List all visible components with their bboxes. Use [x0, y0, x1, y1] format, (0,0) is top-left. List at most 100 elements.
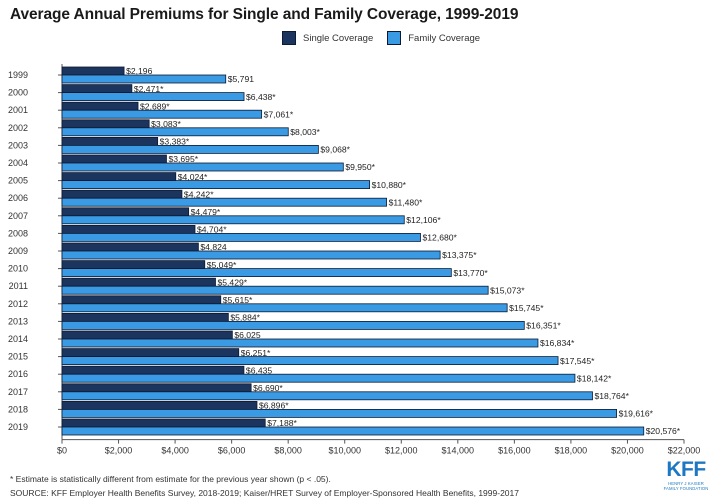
kff-logo: KFF HENRY J KAISER FAMILY FOUNDATION [660, 459, 712, 499]
x-tick-label: $6,000 [218, 446, 246, 456]
year-label: 2018 [8, 404, 28, 414]
single-coverage-bar [61, 224, 196, 234]
logo-mark: KFF [666, 458, 706, 481]
family-value-label: $12,106* [406, 215, 441, 225]
single-value-label: $2,196 [126, 66, 153, 76]
family-value-label: $12,680* [422, 233, 457, 243]
family-coverage-bar [61, 162, 344, 172]
year-label: 2005 [8, 176, 28, 186]
single-value-label: $3,383* [160, 137, 190, 147]
family-coverage-bar [61, 320, 525, 330]
family-value-label: $16,834* [540, 338, 575, 348]
x-tick-label: $22,000 [668, 446, 701, 456]
single-coverage-bar [61, 295, 222, 305]
x-tick-label: $20,000 [611, 446, 644, 456]
family-value-label: $18,764* [595, 391, 630, 401]
year-label: 2001 [8, 105, 28, 115]
single-value-label: $4,242* [184, 189, 214, 199]
single-value-label: $4,479* [191, 207, 221, 217]
legend: Single Coverage Family Coverage [282, 30, 494, 46]
year-label: 2004 [8, 158, 28, 168]
year-label: 2011 [9, 281, 28, 291]
year-label: 2007 [8, 211, 28, 221]
year-label: 1999 [8, 70, 28, 80]
single-value-label: $2,471* [134, 84, 164, 94]
single-value-label: $4,024* [178, 172, 208, 182]
single-value-label: $6,896* [259, 401, 289, 411]
single-value-label: $6,690* [253, 383, 283, 393]
single-coverage-bar [61, 242, 199, 252]
x-tick-label: $2,000 [105, 446, 133, 456]
year-label: 2013 [8, 316, 28, 326]
family-coverage-bar [61, 338, 539, 348]
single-coverage-bar [61, 400, 258, 410]
family-value-label: $15,073* [490, 285, 525, 295]
year-label: 2006 [8, 193, 28, 203]
x-tick-label: $0 [57, 446, 67, 456]
x-tick-label: $12,000 [385, 446, 418, 456]
family-value-label: $18,142* [577, 373, 612, 383]
family-coverage-bar [61, 197, 387, 207]
single-value-label: $4,824 [200, 242, 227, 252]
single-coverage-bar [61, 154, 167, 164]
x-tick-label: $16,000 [498, 446, 531, 456]
legend-label-single: Single Coverage [303, 32, 374, 44]
family-coverage-bar [61, 92, 245, 101]
family-coverage-bar [61, 285, 489, 295]
family-value-label: $9,950* [345, 162, 375, 172]
single-coverage-bar [61, 383, 252, 393]
family-coverage-bar [61, 356, 559, 366]
source-note: SOURCE: KFF Employer Health Benefits Sur… [10, 488, 519, 498]
year-label: 2010 [8, 264, 28, 274]
single-coverage-bar [61, 136, 159, 146]
family-coverage-bar [61, 180, 371, 190]
legend-swatch-family [387, 31, 402, 45]
single-value-label: $3,695* [168, 154, 198, 164]
single-value-label: $5,049* [207, 260, 237, 270]
single-value-label: $6,251* [241, 348, 271, 358]
family-value-label: $7,061* [264, 109, 294, 119]
logo-subtitle: HENRY J KAISER FAMILY FOUNDATION [663, 481, 709, 491]
single-value-label: $5,884* [230, 313, 260, 323]
single-value-label: $6,025 [234, 330, 261, 340]
x-tick-label: $14,000 [442, 446, 475, 456]
family-value-label: $17,545* [560, 356, 595, 366]
year-label: 2009 [8, 246, 28, 256]
single-value-label: $7,188* [267, 418, 297, 428]
year-label: 2015 [8, 352, 28, 362]
family-coverage-bar [61, 391, 593, 401]
single-coverage-bar [61, 365, 245, 375]
family-coverage-bar [61, 109, 263, 119]
family-value-label: $16,351* [526, 321, 561, 331]
footnote: * Estimate is statistically different fr… [10, 474, 331, 484]
single-coverage-bar [61, 260, 206, 270]
family-coverage-bar [61, 215, 405, 225]
family-value-label: $19,616* [619, 409, 654, 419]
year-label: 2000 [8, 88, 28, 98]
family-coverage-bar [61, 127, 289, 137]
family-coverage-bar [61, 408, 617, 418]
legend-swatch-single [282, 31, 296, 45]
legend-item-family: Family Coverage [387, 31, 480, 45]
family-coverage-bar [61, 426, 645, 436]
year-label: 2008 [8, 228, 28, 238]
year-label: 2017 [8, 387, 28, 397]
family-value-label: $13,375* [442, 250, 477, 260]
x-tick-label: $8,000 [274, 446, 302, 456]
family-value-label: $6,438* [246, 92, 276, 102]
year-label: 2019 [8, 422, 28, 432]
family-value-label: $13,770* [453, 268, 488, 278]
family-value-label: $15,745* [509, 303, 544, 313]
single-coverage-bar [61, 330, 233, 340]
single-coverage-bar [61, 348, 240, 358]
single-coverage-bar [61, 277, 216, 287]
single-coverage-bar [61, 119, 150, 129]
legend-label-family: Family Coverage [408, 32, 481, 44]
family-coverage-bar [61, 74, 227, 84]
single-value-label: $3,083* [151, 119, 181, 129]
single-coverage-bar [61, 207, 190, 217]
bar-chart: 1999 $2,196 $5,791 2000 $2,471* $6,438* 2001 $2… [8, 64, 701, 456]
family-coverage-bar [61, 250, 441, 260]
family-value-label: $10,880* [372, 180, 407, 190]
single-value-label: $4,704* [197, 225, 227, 235]
